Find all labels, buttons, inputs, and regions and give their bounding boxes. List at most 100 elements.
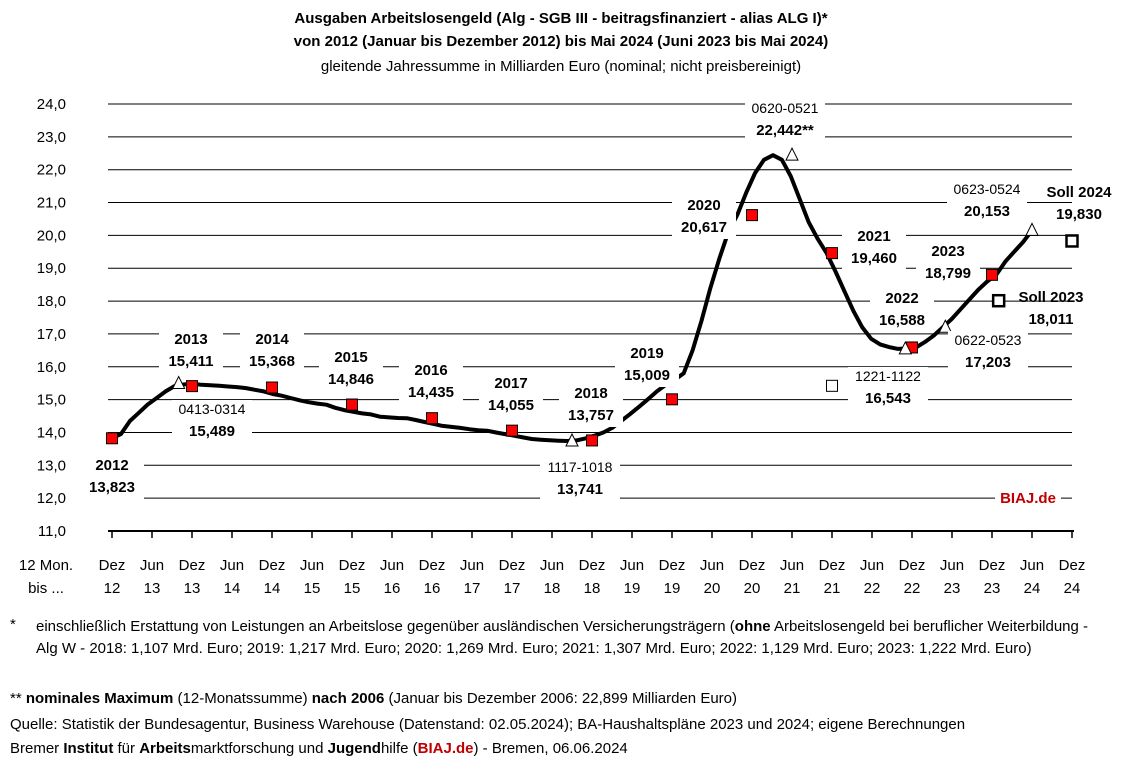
- year-value-label: 14,846: [328, 371, 374, 388]
- x-tick-label-month: Jun: [380, 557, 404, 574]
- publisher-link[interactable]: BIAJ.de: [417, 740, 474, 757]
- year-label: 2021: [857, 228, 890, 245]
- y-tick-label: 21,0: [37, 195, 66, 212]
- line-chart: 11,0 12,0 13,0 14,0 15,0 16,0 17,0 18,0 19,0 20,0…: [19, 96, 1112, 597]
- period-label: 0622-0523: [955, 332, 1022, 348]
- x-tick-label-year: 14: [264, 580, 281, 597]
- year-label: 2023: [931, 243, 964, 260]
- triangle-marker: [898, 340, 913, 355]
- year-label: 2016: [414, 362, 447, 379]
- footnote-marker: *: [10, 616, 16, 633]
- footnote-2-bold-2: nach 2006: [311, 690, 385, 707]
- label-background: [319, 347, 383, 391]
- chart-unit-note: gleitende Jahressumme in Milliarden Euro…: [320, 58, 802, 75]
- x-axis-prefix-line1: 12 Mon.: [19, 557, 73, 574]
- x-tick-label-year: 24: [1064, 580, 1081, 597]
- x-tick-label-year: 20: [704, 580, 721, 597]
- period-label: 0413-0314: [179, 401, 246, 417]
- x-tick-label-year: 20: [744, 580, 761, 597]
- x-tick-label-year: 18: [584, 580, 601, 597]
- x-tick-label-year: 16: [424, 580, 441, 597]
- red-square-marker: [266, 381, 278, 394]
- label-background: [848, 367, 928, 409]
- x-tick-label-year: 19: [664, 580, 681, 597]
- triangle-marker: [938, 319, 953, 333]
- year-value-label: 19,460: [851, 250, 897, 267]
- x-tick-label-month: Dez: [979, 557, 1006, 574]
- footnote-2-text-2: (Januar bis Dezember 2006: 22,899 Millia…: [384, 690, 737, 707]
- label-background: [159, 329, 223, 373]
- period-label: 0623-0524: [954, 181, 1021, 197]
- x-tick-label-year: 23: [944, 580, 961, 597]
- period-label: 0620-0521: [752, 100, 819, 116]
- y-tick-label: 14,0: [37, 424, 66, 441]
- period-value-label: 13,741: [557, 481, 603, 498]
- year-value-label: 15,368: [249, 353, 295, 370]
- x-tick-label-year: 12: [104, 580, 121, 597]
- source-note: Quelle: Statistik der Bundesagentur, Bus…: [10, 716, 966, 733]
- publisher-text-3: marktforschung und: [190, 740, 328, 757]
- watermark: BIAJ.de: [1000, 490, 1056, 507]
- x-tick-label-year: 13: [144, 580, 161, 597]
- footnote-1-bold: ohne: [734, 618, 771, 635]
- year-value-label: 14,435: [408, 384, 454, 401]
- year-value-label: 18,799: [925, 265, 971, 282]
- x-tick-label-month: Jun: [700, 557, 724, 574]
- y-tick-label: 15,0: [37, 392, 66, 409]
- x-tick-label-year: 22: [904, 580, 921, 597]
- label-background: [240, 329, 304, 373]
- publisher-text-2: für: [113, 740, 140, 757]
- x-tick-label-month: Dez: [99, 557, 126, 574]
- x-tick-label-month: Jun: [780, 557, 804, 574]
- label-background: [948, 331, 1028, 373]
- label-background: [399, 360, 463, 404]
- x-tick-label-month: Dez: [259, 557, 286, 574]
- period-label: 1117-1018: [548, 459, 613, 475]
- x-tick-label-month: Jun: [220, 557, 244, 574]
- y-tick-label: 22,0: [37, 162, 66, 179]
- year-label: 2022: [885, 290, 918, 307]
- soll-value-label: 18,011: [1028, 311, 1073, 328]
- y-tick-label: 24,0: [37, 96, 66, 113]
- footnote-1-text: einschließlich Erstattung von Leistungen…: [36, 618, 735, 635]
- red-square-marker: [106, 432, 118, 445]
- x-tick-label-month: Dez: [579, 557, 606, 574]
- footnote-2-text: (12-Monatssumme): [173, 690, 312, 707]
- publisher-text-5: ) - Bremen, 06.06.2024: [473, 740, 628, 757]
- y-tick-label: 19,0: [37, 260, 66, 277]
- x-tick-label-year: 17: [464, 580, 481, 597]
- y-tick-label: 18,0: [37, 293, 66, 310]
- year-label: 2014: [255, 331, 289, 348]
- x-tick-label-year: 15: [304, 580, 321, 597]
- x-tick-label-year: 23: [984, 580, 1001, 597]
- label-background: [80, 455, 144, 499]
- year-label: 2012: [95, 457, 128, 474]
- label-background: [559, 383, 623, 427]
- triangle-marker: [171, 375, 186, 390]
- x-tick-label-month: Dez: [739, 557, 766, 574]
- publisher-note: Bremer Institut für Arbeitsmarktforschun…: [10, 738, 628, 760]
- red-square-marker: [346, 398, 358, 411]
- red-square-marker: [826, 247, 838, 260]
- footnote-2: ** nominales Maximum (12-Monatssumme) na…: [10, 688, 737, 710]
- footnote-2-marker: **: [10, 690, 26, 707]
- label-background: [615, 343, 679, 387]
- year-value-label: 13,823: [89, 479, 135, 496]
- x-tick-label-month: Dez: [419, 557, 446, 574]
- x-tick-label-year: 22: [864, 580, 881, 597]
- x-tick-label-month: Dez: [659, 557, 686, 574]
- x-tick-label-month: Dez: [1059, 557, 1086, 574]
- y-tick-label: 13,0: [37, 457, 66, 474]
- y-tick-label: 12,0: [37, 490, 66, 507]
- period-value-label: 17,203: [965, 354, 1011, 371]
- x-tick-label-year: 16: [384, 580, 401, 597]
- chart-subtitle: von 2012 (Januar bis Dezember 2012) bis …: [293, 33, 829, 50]
- x-tick-label-year: 14: [224, 580, 241, 597]
- y-tick-label: 17,0: [37, 326, 66, 343]
- x-tick-label-month: Dez: [179, 557, 206, 574]
- year-label: 2020: [687, 197, 720, 214]
- y-tick-label: 11,0: [38, 523, 66, 540]
- publisher-bold-1: Institut: [63, 740, 114, 757]
- year-value-label: 16,588: [879, 312, 925, 329]
- label-background: [916, 241, 980, 285]
